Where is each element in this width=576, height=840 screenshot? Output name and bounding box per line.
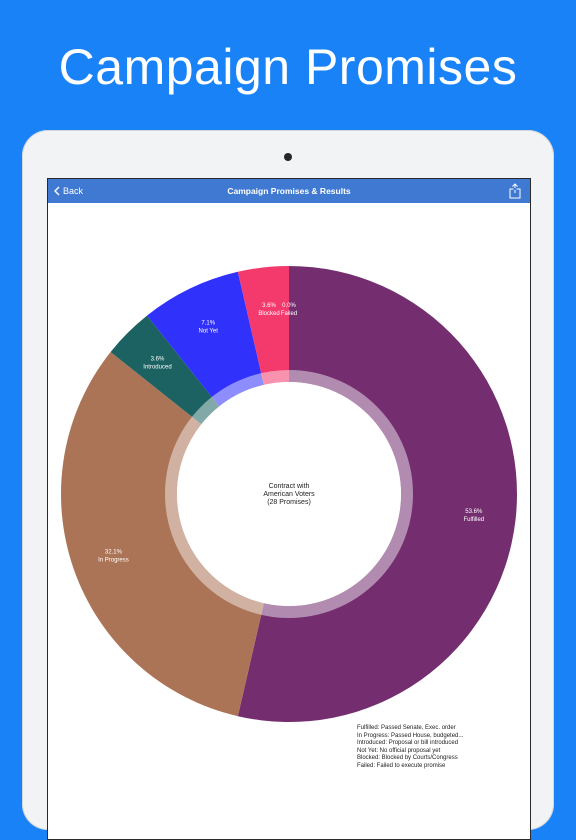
slice-pct-not-yet: 7.1% xyxy=(201,320,215,326)
center-label-line: Contract with xyxy=(269,483,310,490)
slice-label-fulfilled: Fulfilled xyxy=(463,517,484,523)
slice-pct-blocked: 3.6% xyxy=(262,303,276,309)
donut-hole xyxy=(177,382,401,606)
slice-blocked[interactable] xyxy=(237,266,289,385)
share-icon[interactable] xyxy=(508,183,522,199)
slice-in-progress[interactable] xyxy=(60,352,264,717)
camera-dot xyxy=(284,153,292,161)
slice-fulfilled[interactable] xyxy=(237,266,517,722)
slice-label-introduced: Introduced xyxy=(143,364,171,370)
headline: Campaign Promises xyxy=(58,39,518,95)
inner-ring xyxy=(165,370,413,618)
legend-item: In Progress: Passed House, budgeted... xyxy=(357,732,464,739)
slice-introduced[interactable] xyxy=(110,315,220,425)
app-screen: Back Campaign Promises & Results 53.6% Fu… xyxy=(47,178,531,840)
slice-label-in-progress: In Progress xyxy=(98,557,129,563)
slice-label-not-yet: Not Yet xyxy=(199,328,219,334)
page-title: Campaign Promises & Results xyxy=(227,186,351,196)
back-label: Back xyxy=(63,186,84,196)
legend-item: Not Yet: No official proposal yet xyxy=(357,747,441,754)
navigation-bar: Back Campaign Promises & Results xyxy=(48,179,530,203)
slice-label-failed: Failed xyxy=(281,311,297,317)
legend-item: Blocked: Blocked by Courts/Congress xyxy=(357,755,458,761)
slice-pct-introduced: 3.6% xyxy=(151,356,165,362)
legend-item: Fulfilled: Passed Senate, Exec. order xyxy=(357,725,456,731)
center-label-line: (28 Promises) xyxy=(267,499,311,506)
chevron-left-icon xyxy=(54,186,60,196)
slice-not-yet[interactable] xyxy=(147,271,264,407)
slice-pct-failed: 0.0% xyxy=(282,303,296,309)
tablet-frame: Back Campaign Promises & Results 53.6% Fu… xyxy=(22,130,554,840)
legend: Fulfilled: Passed Senate, Exec. order In … xyxy=(357,725,463,770)
slice-pct-in-progress: 32.1% xyxy=(105,549,123,555)
center-label-line: American Voters xyxy=(263,491,315,498)
slice-label-blocked: Blocked xyxy=(258,311,279,317)
legend-item: Failed: Failed to execute promise xyxy=(357,762,446,769)
legend-item: Introduced: Proposal or bill introduced xyxy=(357,740,459,746)
slice-pct-fulfilled: 53.6% xyxy=(465,509,483,515)
back-button[interactable]: Back xyxy=(54,179,83,203)
donut-chart: 53.6% Fulfilled 32.1% In Progress 3.6% Introd… xyxy=(60,266,517,722)
